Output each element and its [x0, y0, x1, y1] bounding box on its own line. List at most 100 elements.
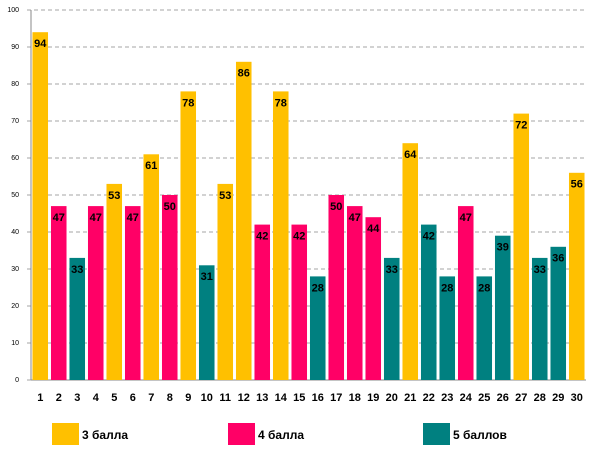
x-tick-label: 18	[349, 392, 361, 404]
bar	[383, 257, 400, 380]
data-label: 47	[53, 212, 65, 224]
bar	[217, 183, 234, 380]
data-label: 47	[349, 212, 361, 224]
legend-swatch	[423, 423, 450, 445]
bar	[198, 265, 215, 380]
x-tick-label: 24	[460, 392, 473, 404]
x-tick-label: 27	[515, 392, 527, 404]
legend-swatch	[52, 423, 79, 445]
data-label: 72	[515, 120, 527, 132]
bar	[568, 172, 585, 380]
bar	[124, 206, 141, 380]
x-tick-label: 14	[275, 392, 288, 404]
data-label: 86	[238, 68, 250, 80]
bar	[402, 143, 419, 380]
data-label: 61	[145, 160, 157, 172]
y-tick-label: 70	[11, 118, 19, 125]
data-label: 78	[182, 97, 194, 109]
bar	[235, 61, 252, 381]
data-label: 50	[330, 201, 342, 213]
x-tick-label: 25	[478, 392, 490, 404]
data-label: 42	[293, 231, 305, 243]
x-tick-label: 6	[130, 392, 136, 404]
x-tick-label: 15	[293, 392, 305, 404]
bar	[420, 224, 437, 380]
bar	[550, 246, 567, 380]
bar	[272, 91, 289, 381]
y-tick-label: 50	[11, 192, 19, 199]
x-tick-label: 19	[367, 392, 379, 404]
bar	[50, 206, 67, 380]
bar	[365, 217, 382, 380]
x-tick-label: 1	[37, 392, 43, 404]
y-tick-label: 80	[11, 81, 19, 88]
x-tick-label: 13	[256, 392, 268, 404]
data-label: 94	[34, 38, 47, 50]
bar	[494, 235, 511, 380]
data-label: 28	[312, 282, 324, 294]
data-label: 53	[108, 190, 120, 202]
bar	[291, 224, 308, 380]
bar	[457, 206, 474, 380]
legend-swatch	[228, 423, 255, 445]
y-tick-label: 0	[15, 377, 19, 384]
x-tick-label: 8	[167, 392, 173, 404]
legend-label: 5 баллов	[453, 428, 507, 442]
bar	[309, 276, 326, 380]
y-tick-label: 60	[11, 155, 19, 162]
y-tick-label: 100	[7, 7, 19, 14]
data-label: 42	[423, 231, 435, 243]
x-tick-label: 9	[185, 392, 191, 404]
bar	[513, 113, 530, 380]
bar	[106, 183, 123, 380]
data-label: 50	[164, 201, 176, 213]
data-label: 36	[552, 253, 564, 265]
y-tick-label: 20	[11, 303, 19, 310]
bar	[32, 32, 49, 380]
x-tick-label: 28	[534, 392, 546, 404]
x-tick-label: 21	[404, 392, 416, 404]
data-label: 47	[127, 212, 139, 224]
x-tick-label: 12	[238, 392, 250, 404]
bar	[161, 195, 178, 380]
x-tick-label: 26	[497, 392, 509, 404]
legend-label: 4 балла	[258, 428, 304, 442]
bar	[439, 276, 456, 380]
legend-label: 3 балла	[82, 428, 128, 442]
x-tick-label: 29	[552, 392, 564, 404]
data-label: 33	[386, 264, 398, 276]
bar	[328, 195, 345, 380]
data-label: 39	[497, 242, 509, 254]
x-tick-label: 17	[330, 392, 342, 404]
data-label: 28	[478, 282, 490, 294]
data-label: 42	[256, 231, 268, 243]
x-tick-label: 20	[386, 392, 398, 404]
y-tick-label: 40	[11, 229, 19, 236]
x-tick-label: 23	[441, 392, 453, 404]
x-tick-label: 30	[571, 392, 583, 404]
y-tick-label: 90	[11, 44, 19, 51]
x-tick-label: 16	[312, 392, 324, 404]
x-tick-label: 11	[219, 392, 231, 404]
bar	[531, 257, 548, 380]
data-label: 33	[534, 264, 546, 276]
data-label: 44	[367, 223, 380, 235]
data-label: 31	[201, 271, 213, 283]
bar	[69, 257, 86, 380]
data-label: 33	[71, 264, 83, 276]
y-tick-label: 10	[11, 340, 19, 347]
data-label: 28	[441, 282, 453, 294]
x-tick-label: 22	[423, 392, 435, 404]
bar	[143, 154, 160, 380]
data-label: 47	[460, 212, 472, 224]
bar	[87, 206, 104, 380]
x-tick-label: 3	[74, 392, 80, 404]
x-tick-label: 7	[148, 392, 154, 404]
bar	[346, 206, 363, 380]
data-label: 56	[571, 179, 583, 191]
x-tick-label: 2	[56, 392, 62, 404]
data-label: 53	[219, 190, 231, 202]
x-tick-label: 4	[93, 392, 100, 404]
data-label: 78	[275, 97, 287, 109]
bar	[180, 91, 197, 381]
